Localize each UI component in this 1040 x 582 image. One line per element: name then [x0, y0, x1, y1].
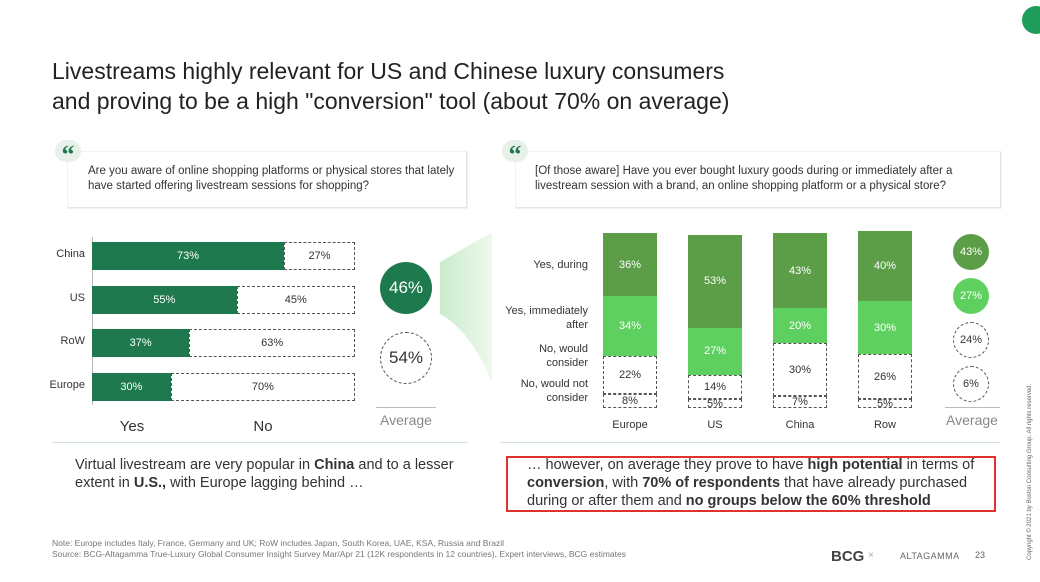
series-label: No, would not consider — [520, 378, 588, 404]
summary: … however, on average they prove to have… — [527, 456, 987, 510]
quote-icon: “ — [55, 140, 81, 169]
bar: 26% — [858, 353, 912, 400]
bar: 63% — [189, 329, 355, 358]
bar: 45% — [236, 285, 355, 314]
summary-text: with Europe lagging behind … — [166, 475, 364, 491]
bar: 20% — [773, 308, 827, 344]
bar: 30% — [858, 301, 912, 354]
note: Note: Europe includes Italy, France, Ger… — [52, 538, 504, 548]
bar: 43% — [773, 233, 827, 309]
quote-box — [68, 152, 467, 208]
series-label: Yes, immediately after — [505, 305, 588, 331]
quote-text: [Of those aware] Have you ever bought lu… — [535, 165, 953, 192]
divider — [52, 442, 468, 443]
bar: 53% — [688, 234, 742, 328]
legend-label: Yes — [119, 418, 145, 435]
summary-text: high potential — [807, 457, 903, 473]
axis-line — [92, 237, 93, 405]
page-number: 23 — [975, 550, 986, 560]
series-label: No, would consider — [539, 343, 588, 369]
bar: 40% — [858, 231, 912, 302]
quote-icon: “ — [502, 140, 528, 169]
average-line — [945, 407, 1000, 408]
summary-text: Virtual livestream are very popular in — [75, 457, 315, 473]
average-line — [376, 407, 436, 408]
average-circle: 46% — [380, 262, 432, 314]
bar: 37% — [92, 329, 190, 358]
summary-text: China — [314, 457, 355, 473]
summary: Virtual livestream are very popular in C… — [75, 456, 455, 492]
series-label: Yes, during — [533, 259, 588, 271]
summary-text: … however, on average they prove to have — [527, 457, 808, 473]
category-label: RoW — [60, 335, 85, 348]
average-circle: 27% — [953, 278, 989, 314]
category-label: Europe — [612, 419, 648, 431]
divider — [500, 442, 1000, 443]
bar: 5% — [858, 398, 912, 410]
bar: 30% — [92, 373, 171, 402]
average-label: Average — [946, 412, 998, 428]
logo-separator: × — [868, 550, 874, 561]
summary-text: conversion — [527, 475, 605, 491]
bar: 22% — [603, 355, 657, 394]
summary-text: , with — [604, 475, 643, 491]
bar: 7% — [773, 395, 827, 408]
source: Source: BCG-Altagamma True-Luxury Global… — [52, 549, 626, 559]
bar: 73% — [92, 242, 284, 270]
summary-text: that have already purchased during or af… — [527, 475, 968, 509]
bar: 8% — [603, 394, 657, 408]
bar: 27% — [283, 242, 355, 270]
logo: ALTAGAMMA — [900, 551, 960, 561]
bar: 5% — [688, 398, 742, 410]
category-label: China — [56, 248, 85, 260]
bar: 30% — [773, 343, 827, 396]
average-label: Average — [380, 412, 432, 428]
quote-text: Are you aware of online shopping platfor… — [88, 165, 455, 192]
quote-box — [516, 152, 1001, 208]
average-circle: 6% — [953, 366, 989, 402]
category-label: US — [69, 291, 85, 304]
bar: 70% — [170, 373, 355, 402]
logo: BCG — [831, 548, 865, 565]
funnel — [440, 232, 492, 382]
category-label: US — [707, 419, 723, 431]
highlight-box — [506, 456, 996, 512]
average-circle: 24% — [953, 322, 989, 358]
category-label: China — [785, 419, 815, 431]
bar: 36% — [603, 233, 657, 296]
category-label: Row — [873, 419, 896, 431]
legend-label: No — [253, 418, 273, 435]
summary-text: and to a lesser extent in — [75, 457, 454, 491]
average-circle: 54% — [380, 332, 432, 384]
summary-text: U.S., — [133, 475, 167, 491]
summary-text: in terms of — [902, 457, 975, 473]
bar: 27% — [688, 327, 742, 375]
bar: 55% — [92, 285, 237, 314]
summary-text: no groups below the 60% threshold — [685, 493, 931, 509]
bar: 14% — [688, 374, 742, 400]
summary-text: 70% of respondents — [642, 475, 781, 491]
bar: 34% — [603, 296, 657, 356]
category-label: Europe — [49, 379, 85, 392]
copyright: Copyright © 2021 by Boston Consulting Gr… — [1027, 383, 1033, 560]
title-line: and proving to be a high "conversion" to… — [52, 88, 730, 114]
corner-icon — [1022, 6, 1040, 34]
average-circle: 43% — [953, 234, 989, 270]
title-line: Livestreams highly relevant for US and C… — [52, 58, 725, 84]
